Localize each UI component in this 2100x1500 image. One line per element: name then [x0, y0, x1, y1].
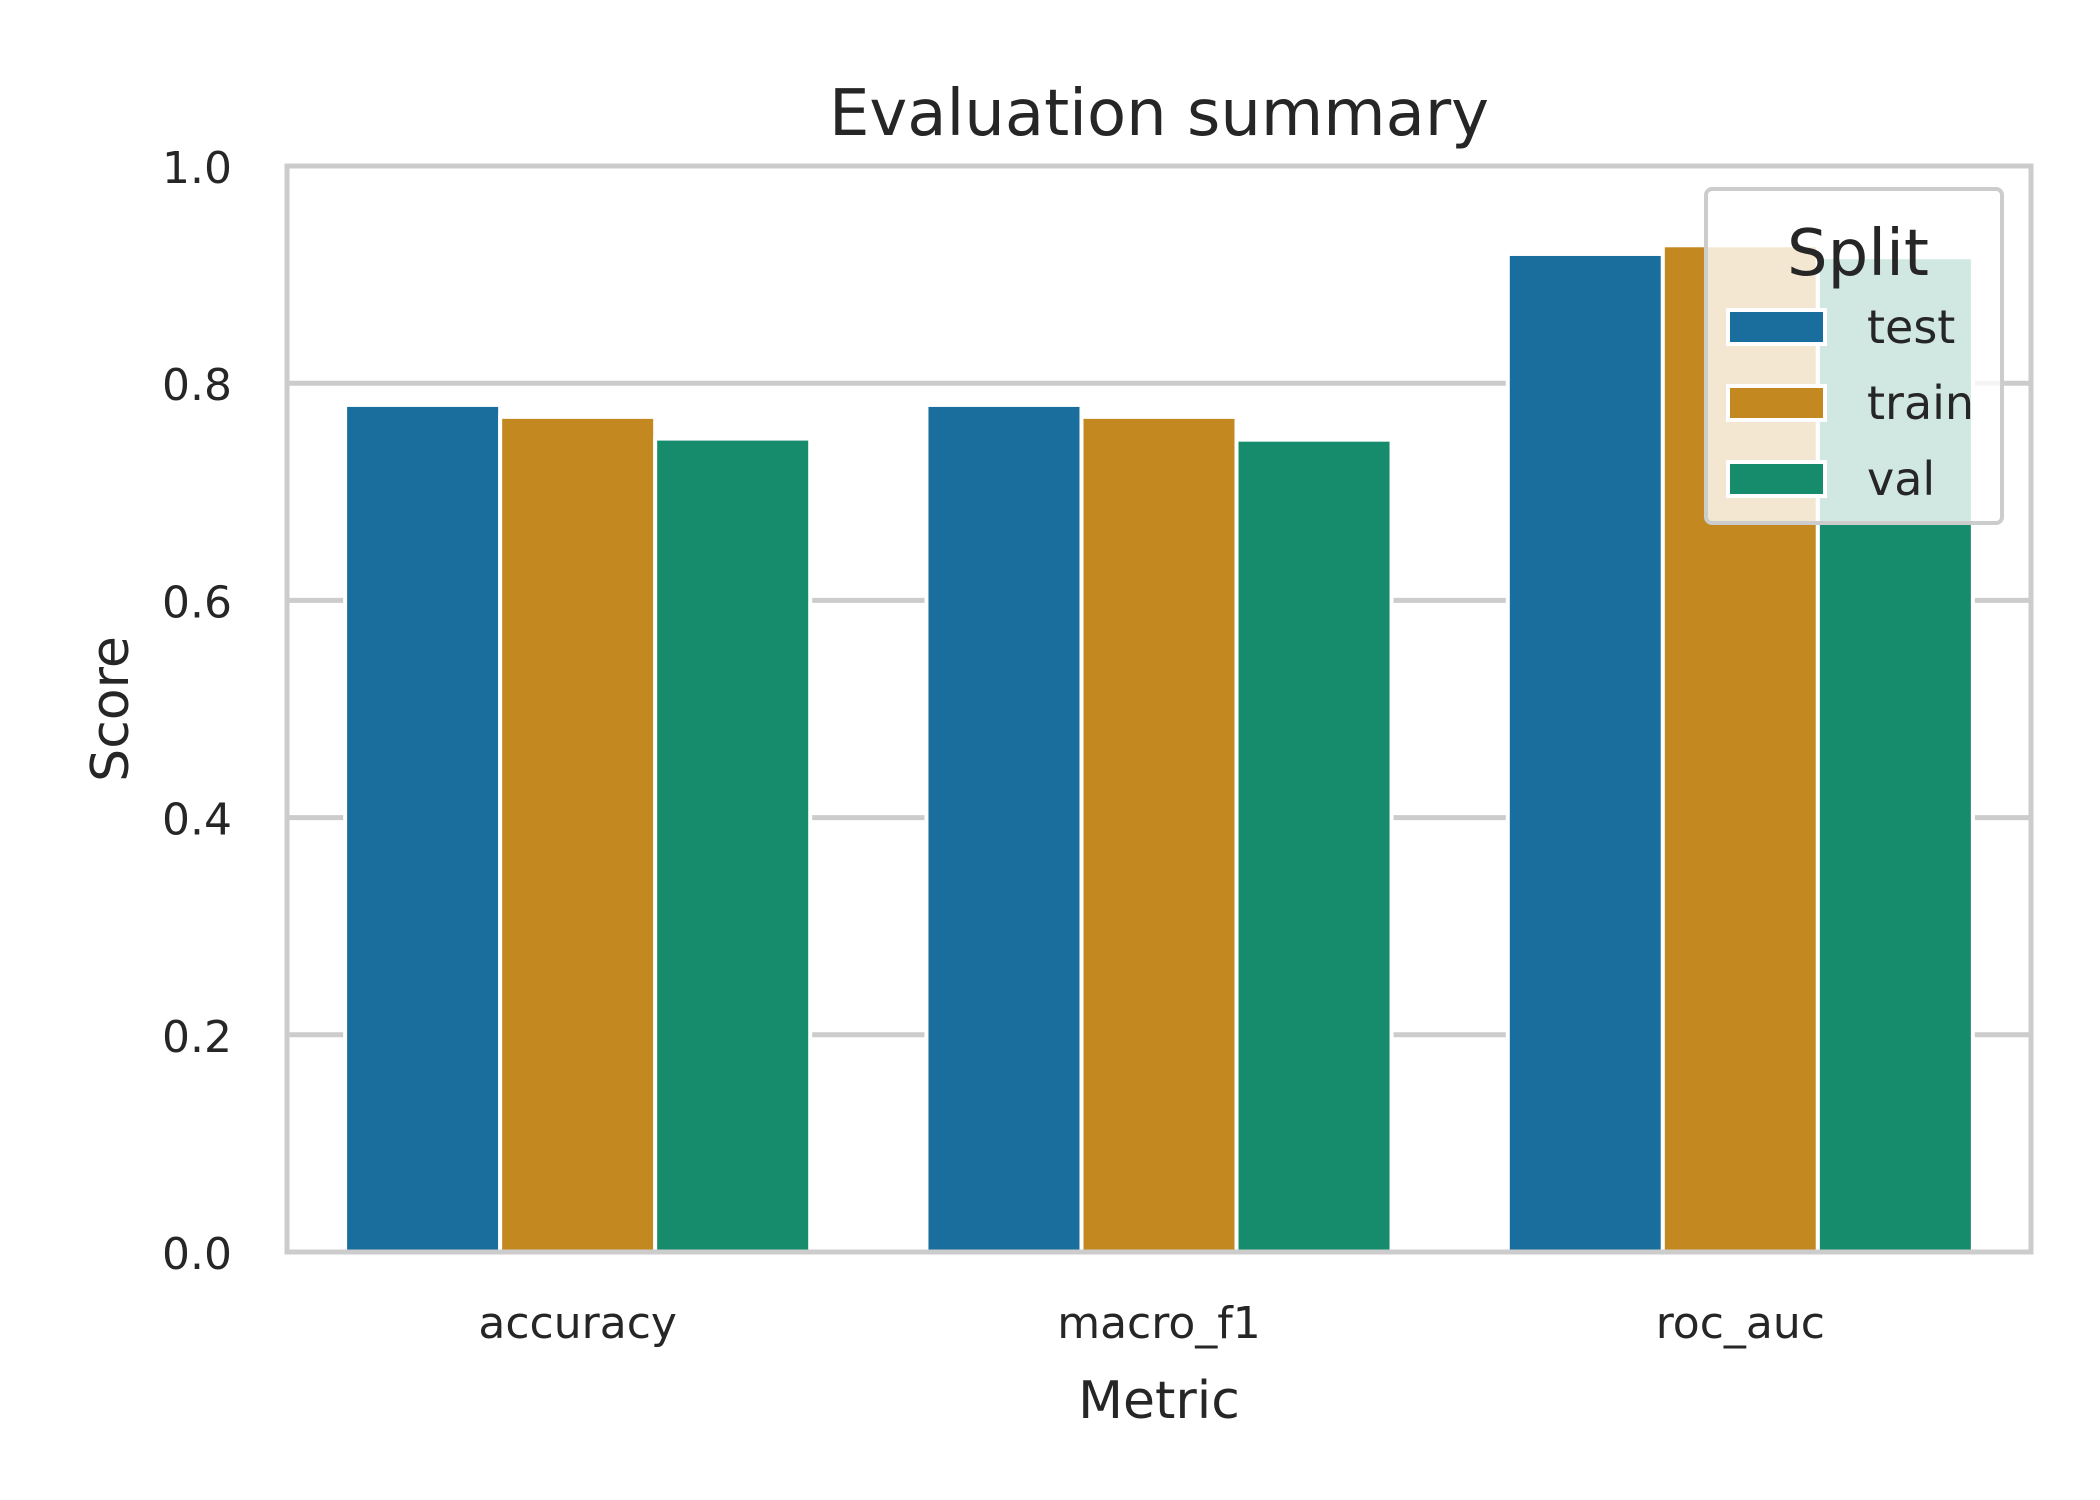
bar-test-macro_f1 [924, 402, 1084, 1255]
y-axis-label: Score [81, 636, 141, 782]
bar-val-macro_f1 [1234, 437, 1394, 1254]
y-tick-label: 0.4 [162, 795, 232, 846]
x-axis-label: Metric [1078, 1371, 1240, 1431]
y-tick-label: 0.2 [162, 1012, 232, 1063]
plot-frame [284, 163, 2034, 1255]
legend-title: Split [1787, 217, 1929, 291]
legend-swatch-train [1726, 384, 1827, 422]
legend-label-test: test [1867, 300, 1955, 354]
y-tick-label: 1.0 [162, 143, 232, 194]
bar-train-macro_f1 [1079, 414, 1239, 1254]
legend-label-val: val [1867, 452, 1935, 506]
legend: Split test train val [1704, 187, 2004, 525]
bar-test-roc_auc [1505, 251, 1665, 1254]
legend-swatch-val [1726, 460, 1827, 498]
x-tick-label: macro_f1 [1057, 1298, 1261, 1349]
bar-test-accuracy [343, 402, 503, 1255]
y-tick-label: 0.8 [162, 360, 232, 411]
chart-title: Evaluation summary [829, 77, 1489, 151]
bars [343, 243, 1975, 1255]
x-tick-label: accuracy [478, 1298, 677, 1349]
legend-swatch-test [1726, 308, 1827, 346]
y-tick-label: 0.0 [162, 1229, 232, 1280]
x-tick-labels: accuracy macro_f1 roc_auc [478, 1298, 1825, 1349]
bar-train-accuracy [498, 414, 658, 1254]
y-tick-label: 0.6 [162, 577, 232, 628]
legend-entries: test train val [1726, 300, 1974, 506]
legend-label-train: train [1867, 376, 1974, 430]
bar-val-accuracy [653, 436, 813, 1254]
x-tick-label: roc_auc [1656, 1298, 1825, 1349]
y-tick-labels: 0.0 0.2 0.4 0.6 0.8 1.0 [162, 143, 232, 1280]
legend-box [1704, 187, 2004, 525]
